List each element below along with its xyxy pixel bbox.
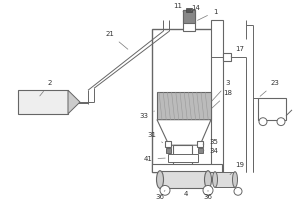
Polygon shape <box>68 90 80 114</box>
Text: 11: 11 <box>173 3 183 12</box>
Ellipse shape <box>157 171 164 188</box>
Text: 2: 2 <box>40 80 52 96</box>
Polygon shape <box>157 120 211 145</box>
Text: 33: 33 <box>140 111 154 119</box>
Bar <box>152 29 222 172</box>
Text: 3: 3 <box>212 80 230 101</box>
Ellipse shape <box>205 171 212 188</box>
Text: 4: 4 <box>184 188 188 197</box>
Bar <box>183 10 195 23</box>
Text: 36: 36 <box>155 190 165 200</box>
Bar <box>173 145 192 165</box>
Bar <box>18 90 68 114</box>
Bar <box>160 171 208 188</box>
Text: 36: 36 <box>203 190 212 200</box>
Bar <box>211 20 223 172</box>
Text: 1: 1 <box>197 9 217 20</box>
Text: 23: 23 <box>260 80 279 96</box>
Text: 18: 18 <box>212 90 232 108</box>
Text: 41: 41 <box>144 156 165 162</box>
Text: 21: 21 <box>106 31 128 49</box>
Ellipse shape <box>232 172 238 187</box>
Text: 14: 14 <box>191 5 200 11</box>
Bar <box>215 172 235 187</box>
Bar <box>165 141 171 147</box>
Circle shape <box>160 185 170 195</box>
Bar <box>197 141 203 147</box>
Circle shape <box>277 118 285 126</box>
Text: 34: 34 <box>203 148 218 154</box>
Bar <box>223 53 231 61</box>
Ellipse shape <box>212 172 217 187</box>
Bar <box>157 92 211 120</box>
Bar <box>168 154 198 162</box>
Circle shape <box>234 187 242 195</box>
Circle shape <box>203 185 213 195</box>
Bar <box>166 148 171 153</box>
Text: 35: 35 <box>203 139 218 145</box>
Bar <box>183 10 195 31</box>
Bar <box>198 148 203 153</box>
Bar <box>152 164 222 172</box>
Text: 17: 17 <box>231 46 244 57</box>
Circle shape <box>259 118 267 126</box>
Bar <box>258 98 286 120</box>
Text: 31: 31 <box>148 132 163 143</box>
Bar <box>186 8 192 12</box>
Text: 19: 19 <box>230 162 244 175</box>
